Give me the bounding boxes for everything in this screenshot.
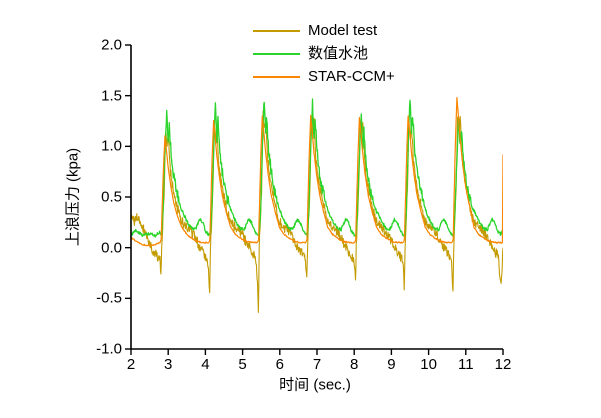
- y-tick-label: -0.5: [96, 289, 122, 307]
- legend-item-numerical-tank: 数值水池: [253, 42, 395, 65]
- legend-line-swatch: [253, 52, 300, 55]
- x-tick-label: 12: [494, 356, 512, 373]
- x-tick-label: 11: [458, 356, 474, 373]
- legend-item-star-ccm: STAR-CCM+: [253, 65, 395, 88]
- y-tick-label: 1.0: [101, 137, 122, 155]
- legend-label: 数值水池: [308, 45, 369, 62]
- legend-item-model-test: Model test: [253, 19, 395, 42]
- x-tick-label: 3: [164, 356, 173, 373]
- y-tick-label: 0.5: [101, 188, 122, 206]
- x-tick-label: 2: [126, 356, 136, 373]
- legend-line-swatch: [253, 29, 300, 32]
- x-tick-label: 7: [312, 356, 322, 373]
- x-tick-label: 8: [350, 356, 359, 373]
- legend-label: STAR-CCM+: [308, 68, 395, 85]
- x-tick-label: 6: [275, 356, 284, 373]
- x-tick-label: 9: [387, 356, 396, 373]
- legend-label: Model test: [308, 22, 378, 39]
- y-tick-label: 2.0: [101, 36, 122, 54]
- y-tick-label: -1.0: [96, 340, 122, 358]
- x-tick-label: 10: [420, 356, 437, 373]
- y-tick-label: 0.0: [101, 239, 122, 257]
- legend-line-swatch: [253, 75, 300, 78]
- x-tick-label: 4: [201, 356, 210, 373]
- x-tick-label: 5: [238, 356, 247, 373]
- y-tick-label: 1.5: [101, 87, 122, 105]
- x-axis-title: 时间 (sec.): [279, 376, 351, 394]
- legend: Model test 数值水池 STAR-CCM+: [253, 19, 395, 88]
